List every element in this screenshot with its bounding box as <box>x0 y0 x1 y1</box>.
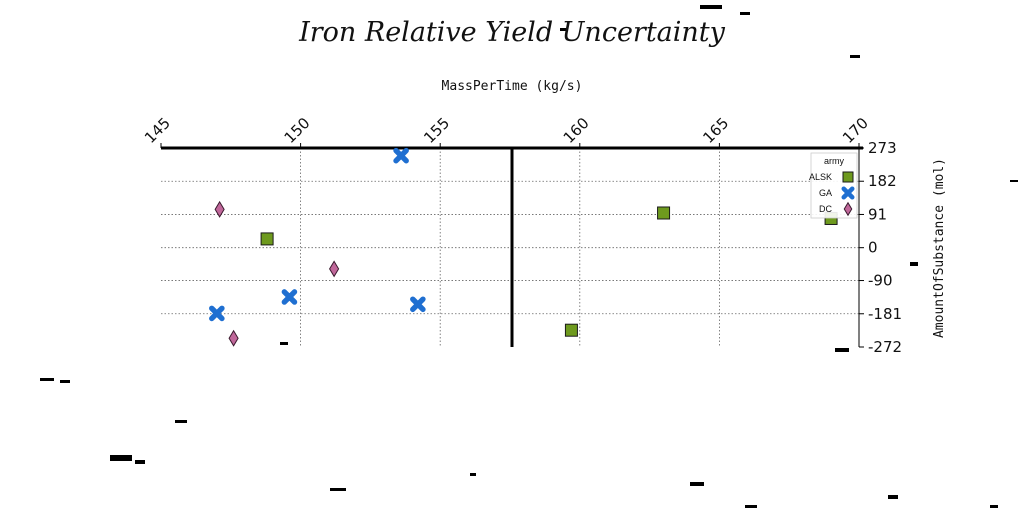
y-tick-label: -90 <box>868 272 893 290</box>
x-tick-label: 165 <box>699 114 732 147</box>
x-tick-label: 170 <box>839 114 872 147</box>
point-dc <box>330 261 339 276</box>
grid <box>161 148 859 347</box>
point-ga <box>413 299 423 309</box>
legend: army ALSK GA DC <box>809 153 857 218</box>
x-tick-label: 145 <box>141 114 174 147</box>
x-ticks: 145 150 155 160 165 170 <box>141 114 872 148</box>
legend-title: army <box>824 156 844 166</box>
point-alsk <box>565 324 577 336</box>
data-points <box>212 151 837 346</box>
legend-label-ga: GA <box>819 188 832 198</box>
legend-label-dc: DC <box>819 204 832 214</box>
legend-marker-alsk <box>843 172 853 182</box>
legend-label-alsk: ALSK <box>809 172 832 182</box>
x-axis-label: MassPerTime (kg/s) <box>442 79 583 94</box>
y-axis-label: AmountOfSubstance (mol) <box>932 158 947 338</box>
point-ga <box>396 151 406 161</box>
legend-marker-ga <box>844 189 853 198</box>
point-dc <box>229 331 238 346</box>
chart-title: Iron Relative Yield Uncertainty <box>298 17 726 48</box>
x-tick-label: 155 <box>420 114 453 147</box>
y-tick-label: 182 <box>868 172 897 190</box>
y-tick-label: -181 <box>868 305 902 323</box>
point-alsk <box>658 207 670 219</box>
point-alsk <box>261 233 273 245</box>
point-dc <box>215 202 224 217</box>
y-tick-label: 91 <box>868 205 887 223</box>
y-tick-label: 0 <box>868 239 878 257</box>
point-ga <box>284 292 294 302</box>
x-tick-label: 160 <box>560 114 593 147</box>
point-ga <box>212 308 222 318</box>
y-tick-label: 273 <box>868 139 897 157</box>
y-ticks: 273 182 91 0 -90 -181 -272 <box>859 139 902 356</box>
x-tick-label: 150 <box>281 114 314 147</box>
y-tick-label: -272 <box>868 338 902 356</box>
